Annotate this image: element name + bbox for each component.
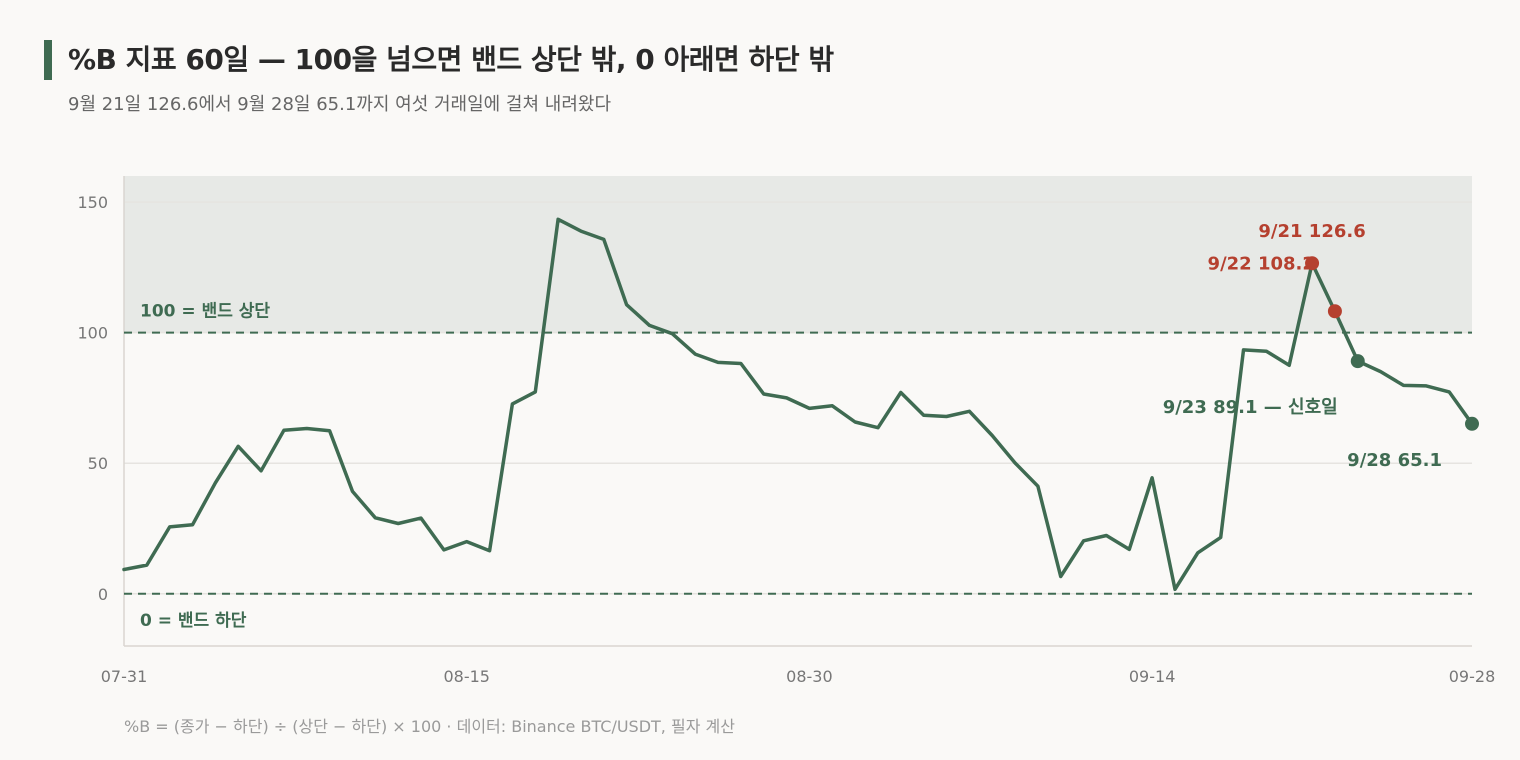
annotation-label: 9/22 108.2: [1208, 253, 1315, 274]
x-tick-label: 07-31: [101, 667, 148, 686]
annotation-point: [1350, 354, 1365, 369]
annotation-label: 9/28 65.1: [1347, 450, 1442, 471]
x-tick-label: 08-15: [443, 667, 490, 686]
reference-line-label: 0 = 밴드 하단: [140, 611, 247, 631]
y-tick-label: 50: [88, 454, 108, 473]
annotation-point: [1305, 256, 1320, 271]
x-tick-label: 09-14: [1129, 667, 1176, 686]
y-tick-label: 0: [98, 585, 108, 604]
reference-line-label: 100 = 밴드 상단: [140, 302, 270, 322]
y-tick-label: 150: [77, 193, 108, 212]
annotation-point: [1465, 416, 1479, 431]
annotation-label: 9/21 126.6: [1258, 221, 1365, 242]
annotation-label: 9/23 89.1 — 신호일: [1163, 397, 1338, 418]
percent-b-line-chart: 0 50 100 150 100 = 밴드 상단 0 = 밴드 하단 07-31 08-15 0…: [77, 176, 1496, 686]
chart-footnote: %B = (종가 − 하단) ÷ (상단 − 하단) × 100 · 데이터: …: [124, 717, 735, 736]
x-tick-label: 08-30: [786, 667, 833, 686]
series-line: [122, 217, 1474, 592]
x-tick-label: 09-28: [1449, 667, 1496, 686]
y-tick-label: 100: [77, 324, 108, 343]
title-accent-bar: [44, 40, 52, 80]
chart-subtitle: 9월 21일 126.6에서 9월 28일 65.1까지 여섯 거래일에 걸쳐 …: [68, 94, 612, 115]
annotation-point: [1327, 304, 1342, 319]
chart-title: %B 지표 60일 — 100을 넘으면 밴드 상단 밖, 0 아래면 하단 밖: [68, 43, 834, 76]
